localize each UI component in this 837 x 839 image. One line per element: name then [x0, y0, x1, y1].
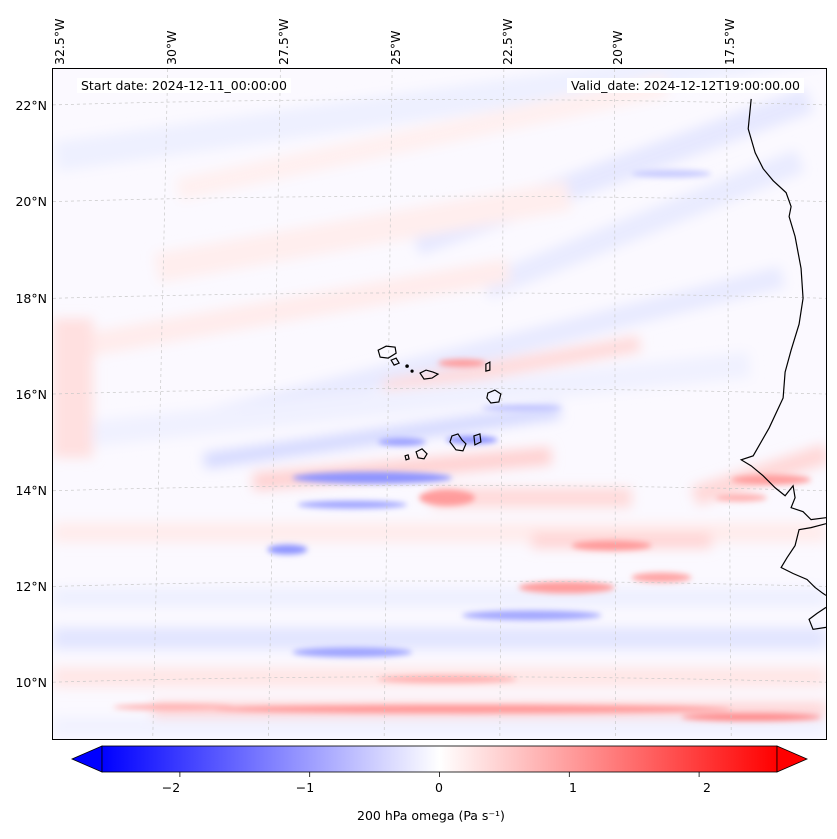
lon-label-25w: 25°W: [388, 30, 403, 65]
island-santiago: [449, 433, 467, 452]
colorbar-extend-low: [70, 745, 103, 773]
colorbar-body: [101, 745, 778, 773]
lat-label-20n: 20°N: [15, 194, 47, 209]
colorbar-tick-minus-1: −1: [295, 780, 315, 795]
colorbar-extend-high: [776, 745, 809, 773]
lat-label-12n: 12°N: [15, 579, 47, 594]
lon-label-32-5w: 32.5°W: [52, 18, 67, 65]
omega-field-map: [53, 69, 826, 739]
island-boa-vista: [486, 389, 502, 404]
start-date-title: Start date: 2024-12-11_00:00:00: [77, 78, 291, 93]
colorbar-tick-0: 0: [435, 780, 443, 795]
lon-label-22-5w: 22.5°W: [500, 18, 515, 65]
island-brava: [404, 454, 410, 461]
cape-verde-islands: [377, 345, 502, 461]
lat-label-16n: 16°N: [15, 387, 47, 402]
island-santo-antao: [377, 345, 397, 359]
island-branco: [410, 369, 414, 373]
colorbar-label: 200 hPa omega (Pa s⁻¹): [357, 808, 505, 823]
omega-bands-soft: [53, 69, 826, 738]
lon-label-17-5w: 17.5°W: [722, 18, 737, 65]
island-maio: [473, 433, 482, 446]
valid-date-title: Valid_date: 2024-12-12T19:00:00.00: [566, 78, 804, 93]
colorbar-graphic: [70, 745, 809, 777]
lon-label-27-5w: 27.5°W: [276, 18, 291, 65]
lat-label-18n: 18°N: [15, 291, 47, 306]
colorbar-tick-2: 2: [703, 780, 711, 795]
island-sao-nicolau: [419, 369, 440, 380]
lon-label-20w: 20°W: [610, 30, 625, 65]
island-santa-luzia: [405, 364, 409, 368]
island-fogo: [415, 448, 428, 460]
lat-label-10n: 10°N: [15, 675, 47, 690]
africa-coastline: [739, 98, 826, 630]
map-panel: Start date: 2024-12-11_00:00:00 Valid_da…: [52, 68, 827, 740]
omega-streaks-strong: [112, 169, 822, 722]
colorbar-tick-1: 1: [569, 780, 577, 795]
lon-label-30w: 30°W: [164, 30, 179, 65]
colorbar-ticks: [179, 772, 700, 777]
lat-label-14n: 14°N: [15, 483, 47, 498]
lat-label-22n: 22°N: [15, 98, 47, 113]
graticule: [53, 69, 826, 739]
colorbar: [70, 745, 809, 777]
colorbar-tick-minus-2: −2: [161, 780, 181, 795]
island-sao-vicente: [390, 357, 400, 366]
island-sal: [485, 361, 491, 372]
